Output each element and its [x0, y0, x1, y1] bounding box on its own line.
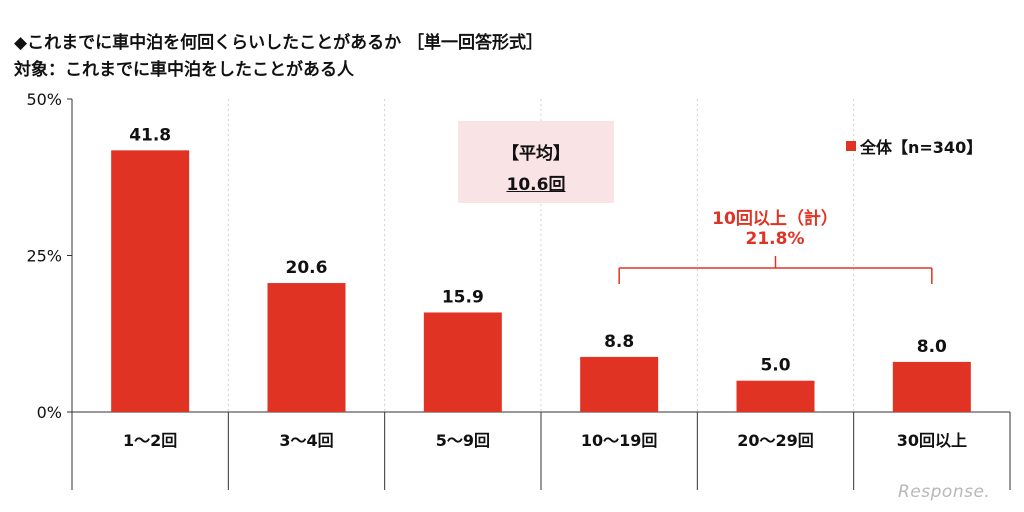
data-label: 20.6 — [286, 258, 328, 278]
bracket-value: 21.8% — [745, 229, 805, 249]
legend-label: 全体【n=340】 — [860, 138, 983, 157]
response-watermark: Response. — [898, 482, 991, 502]
chart-title: ◆これまでに車中泊を何回くらいしたことがあるか ［単一回答形式］ — [14, 33, 543, 53]
y-tick-label: 50% — [26, 90, 62, 109]
data-label: 8.0 — [917, 337, 947, 357]
bar — [580, 356, 659, 412]
category-label: 10～19回 — [581, 431, 658, 450]
bar — [267, 283, 346, 412]
category-label: 1～2回 — [123, 431, 177, 450]
data-label: 41.8 — [129, 125, 171, 145]
bracket-label: 10回以上（計） — [712, 209, 838, 229]
bar — [111, 150, 190, 412]
y-tick-label: 25% — [26, 247, 62, 266]
chart-subtitle: 対象：これまでに車中泊をしたことがある人 — [14, 60, 354, 80]
category-label: 5～9回 — [436, 431, 490, 450]
y-tick-label: 0% — [37, 403, 62, 422]
category-label: 30回以上 — [897, 431, 967, 450]
average-value: 10.6回 — [506, 175, 566, 195]
average-box: 【平均】 10.6回 — [458, 121, 614, 203]
category-label: 3～4回 — [279, 431, 333, 450]
bar — [892, 361, 971, 412]
legend-swatch — [846, 141, 856, 151]
bar — [423, 312, 502, 412]
average-label: 【平均】 — [502, 144, 570, 164]
bar — [736, 380, 815, 412]
data-label: 15.9 — [442, 287, 484, 307]
data-label: 8.8 — [604, 332, 634, 352]
category-label: 20～29回 — [737, 431, 814, 450]
legend: 全体【n=340】 — [846, 134, 982, 158]
data-label: 5.0 — [760, 356, 790, 376]
